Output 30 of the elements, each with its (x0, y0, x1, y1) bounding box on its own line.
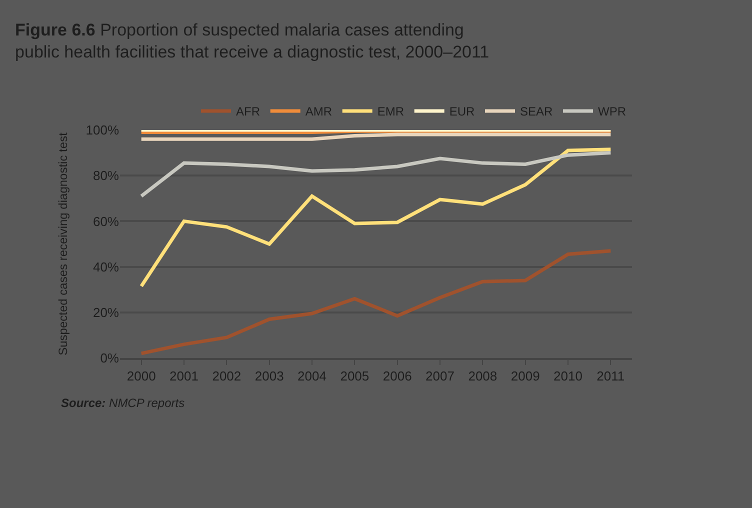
line-series (140, 249, 612, 356)
legend-label: SEAR (520, 104, 554, 119)
legend-label: WPR (598, 104, 626, 119)
chart-title: Figure 6.6 Proportion of suspected malaria cases attending public health facilities that receive a diagnostic test, 2000–2011 (15, 20, 490, 62)
legend-label: EMR (377, 104, 404, 119)
x-tick-label: 2010 (554, 368, 582, 384)
x-tick-label: 2004 (298, 368, 326, 384)
y-tick-label: 100% (86, 122, 120, 138)
y-axis-title: Suspected cases receiving diagnostic test (56, 132, 70, 356)
line-series (140, 148, 612, 288)
y-tick-label: 40% (92, 259, 120, 274)
x-tick-label: 2008 (468, 368, 498, 384)
y-tick-label: 80% (92, 168, 120, 184)
legend-label: AMR (305, 104, 332, 119)
source-note: Source: NMCP reports (61, 396, 185, 410)
legend-label: EUR (449, 104, 476, 119)
x-tick-label: 2000 (126, 368, 156, 384)
x-tick-label: 2011 (596, 368, 625, 384)
x-tick-label: 2002 (212, 368, 242, 384)
y-tick-label: 20% (92, 304, 120, 320)
y-tick-label: 60% (92, 214, 120, 229)
x-tick-label: 2009 (510, 368, 540, 384)
legend-label: AFR (236, 104, 260, 119)
line-series (140, 151, 612, 198)
y-tick-label: 0% (100, 350, 120, 366)
x-tick-label: 2007 (426, 368, 454, 384)
x-tick-label: 2006 (382, 368, 412, 384)
x-tick-label: 2005 (340, 368, 370, 384)
x-tick-label: 2001 (170, 368, 198, 384)
x-tick-label: 2003 (254, 368, 284, 384)
